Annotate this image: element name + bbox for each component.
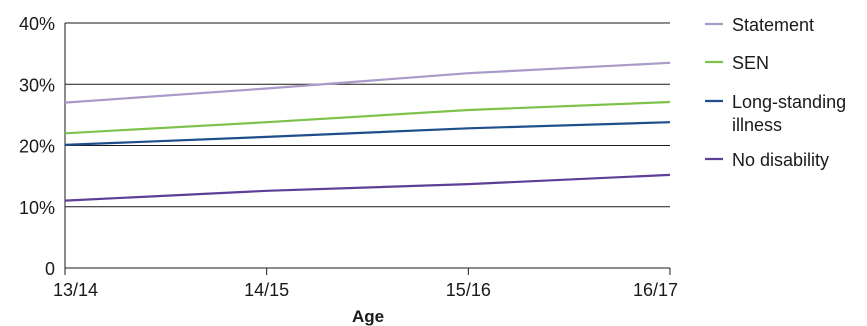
series-line-no-disability	[64, 173, 671, 202]
legend: Statement SEN Long-standing illness No disab…	[705, 15, 846, 170]
series-lines	[64, 61, 671, 202]
legend-label: Statement	[732, 15, 814, 35]
x-tick-label: 15/16	[446, 280, 491, 300]
legend-item: SEN	[705, 53, 769, 73]
series-line-statement	[64, 61, 671, 104]
y-tick-label: 30%	[19, 75, 55, 95]
series-line-sen	[64, 100, 671, 135]
x-tick-label: 13/14	[53, 280, 98, 300]
tick-labels: 0 10% 20% 30% 40% 13/14 14/15 15/16 16/17	[19, 14, 678, 300]
series-line-long-standing-illness	[64, 121, 671, 146]
legend-label: illness	[732, 115, 782, 135]
legend-item: Statement	[705, 15, 814, 35]
y-tick-label: 10%	[19, 198, 55, 218]
x-axis-title: Age	[352, 307, 384, 326]
axes	[64, 23, 671, 275]
legend-item: No disability	[705, 150, 829, 170]
gridlines	[65, 22, 670, 208]
y-tick-label: 0	[45, 259, 55, 279]
legend-label: Long-standing	[732, 92, 846, 112]
x-tick-label: 14/15	[244, 280, 289, 300]
y-tick-label: 20%	[19, 137, 55, 157]
y-tick-label: 40%	[19, 14, 55, 34]
legend-item: Long-standing illness	[705, 92, 846, 135]
legend-label: SEN	[732, 53, 769, 73]
x-tick-label: 16/17	[633, 280, 678, 300]
legend-label: No disability	[732, 150, 829, 170]
